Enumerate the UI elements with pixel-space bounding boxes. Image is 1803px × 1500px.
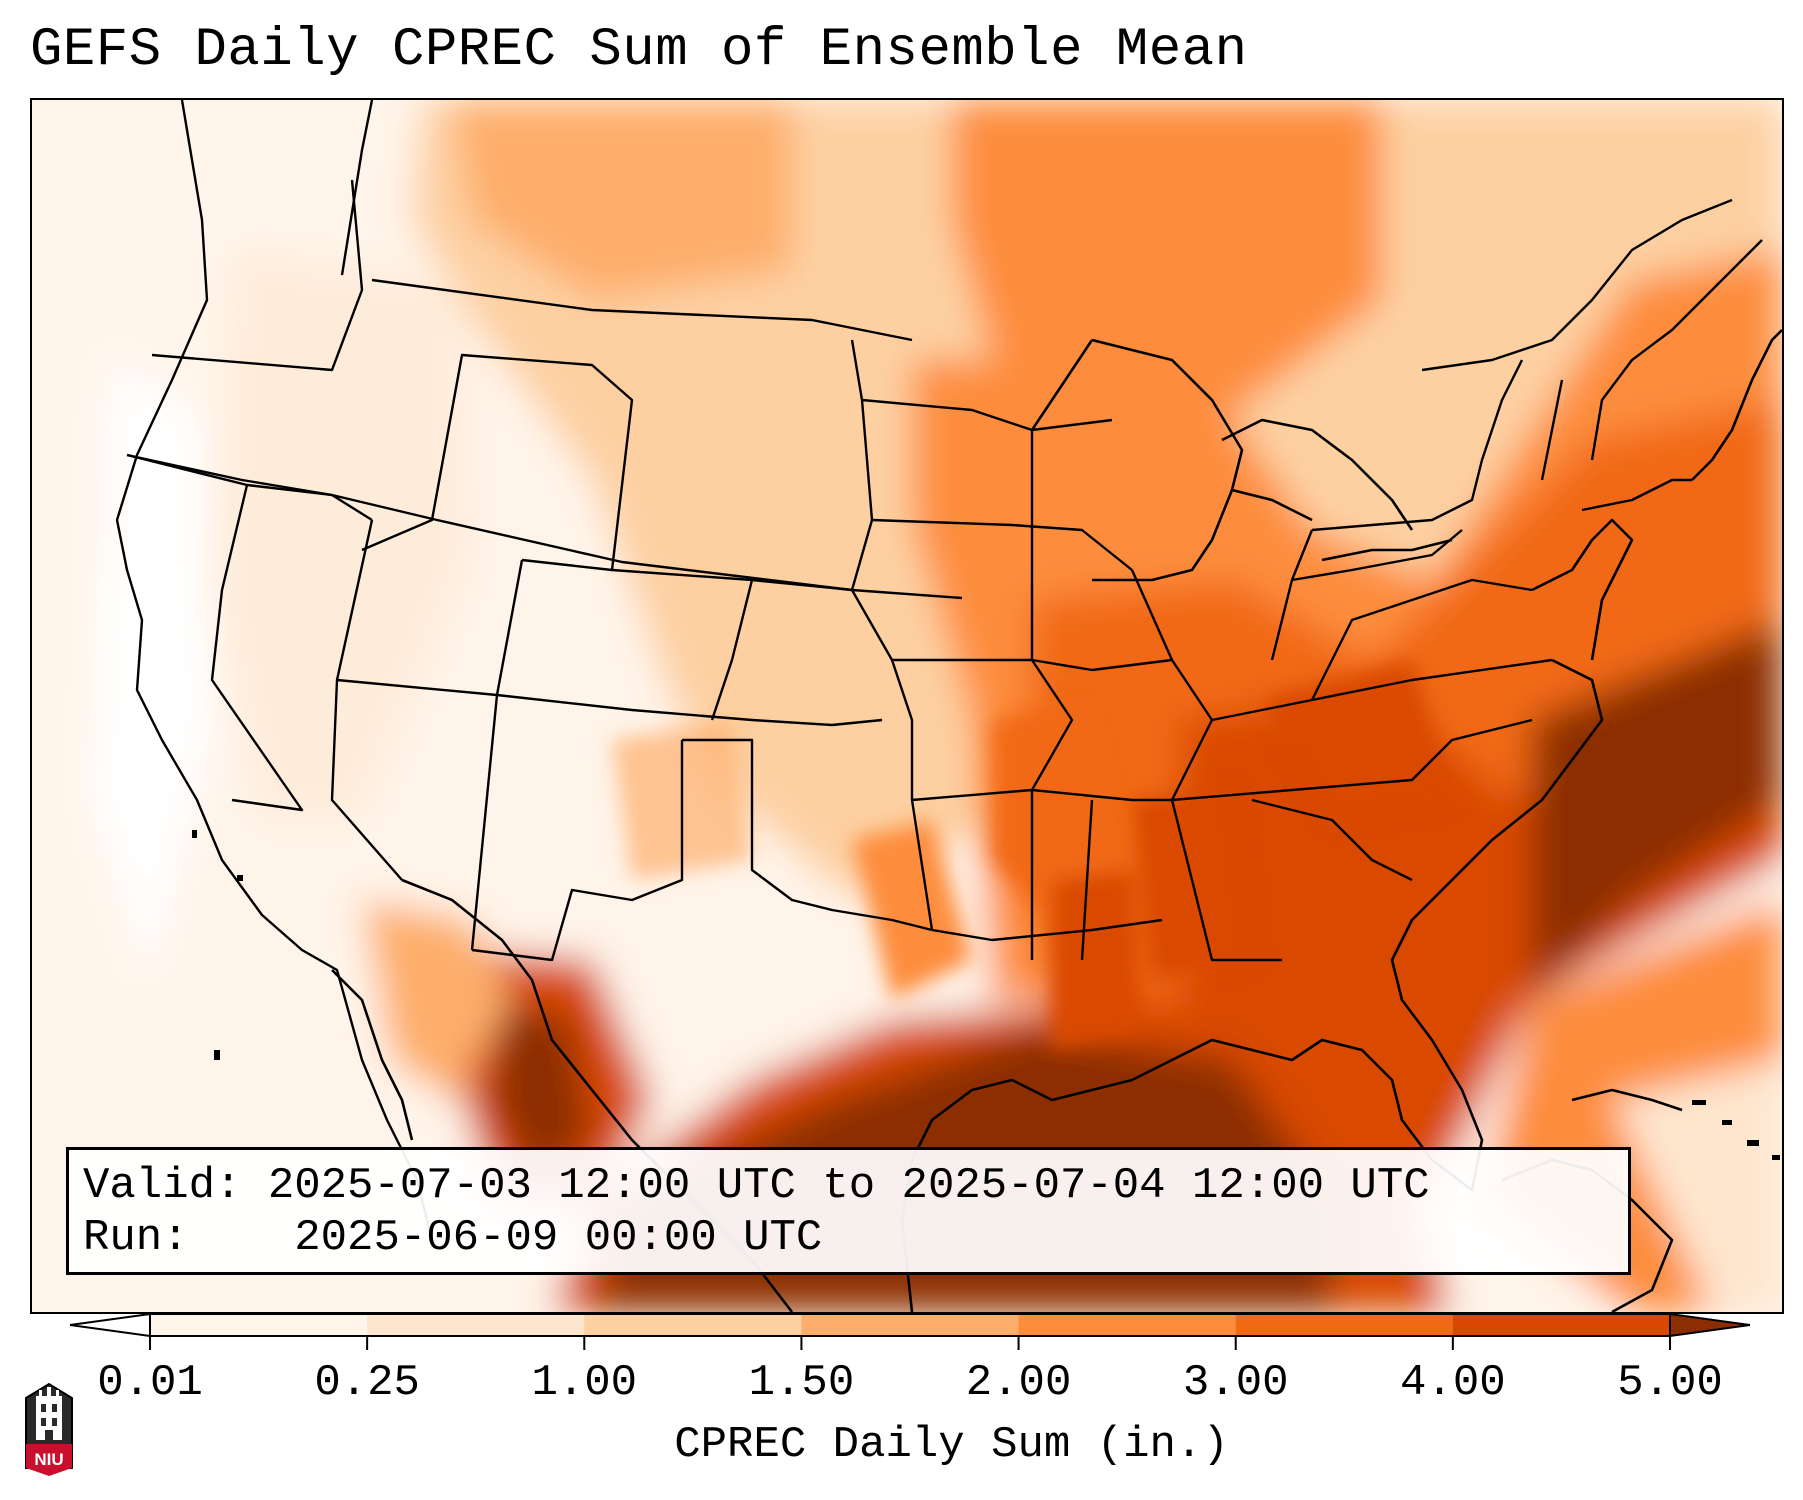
validity-info-box: Valid: 2025-07-03 12:00 UTC to 2025-07-0…	[66, 1147, 1631, 1275]
colorbar-tick-label: 2.00	[965, 1358, 1072, 1408]
colorbar-tick-label: 1.00	[531, 1358, 638, 1408]
state-boundaries	[115, 100, 1763, 1241]
tower-icon	[25, 1382, 73, 1476]
niu-logo: NIU	[20, 1380, 78, 1478]
run-value: 2025-06-09 00:00 UTC	[294, 1213, 823, 1263]
valid-value: 2025-07-03 12:00 UTC to 2025-07-04 12:00…	[267, 1161, 1430, 1211]
colorbar-swatch	[1452, 1314, 1671, 1336]
colorbar-max-extend	[1669, 1312, 1750, 1338]
precipitation-map[interactable]	[30, 98, 1784, 1314]
colorbar-tick-label: 5.00	[1617, 1358, 1723, 1408]
colorbar-swatch	[367, 1314, 585, 1336]
colorbar-swatch	[150, 1314, 368, 1336]
colorbar-swatch	[584, 1314, 802, 1336]
map-canvas	[32, 100, 1782, 1312]
colorbar-tick-label: 1.50	[748, 1358, 855, 1408]
colorbar-swatch	[1235, 1314, 1454, 1336]
colorbar-tick-label: 4.00	[1400, 1358, 1506, 1408]
colorbar-tick-label: 0.25	[314, 1358, 420, 1408]
colorbar-label: CPREC Daily Sum (in.)	[674, 1420, 1229, 1470]
valid-label: Valid:	[83, 1161, 242, 1211]
colorbar-swatch	[1018, 1314, 1237, 1336]
colorbar-min-extend	[70, 1312, 151, 1338]
colorbar-tick-label: 3.00	[1182, 1358, 1289, 1408]
run-label: Run:	[83, 1213, 189, 1263]
niu-logo-text: NIU	[34, 1450, 64, 1469]
colorbar	[70, 1312, 1750, 1350]
colorbar-tick-label: 0.01	[97, 1358, 203, 1408]
map-title: GEFS Daily CPREC Sum of Ensemble Mean	[30, 20, 1248, 81]
coastlines	[331, 329, 1782, 1312]
colorbar-swatch	[801, 1314, 1020, 1336]
islands	[192, 830, 1780, 1160]
